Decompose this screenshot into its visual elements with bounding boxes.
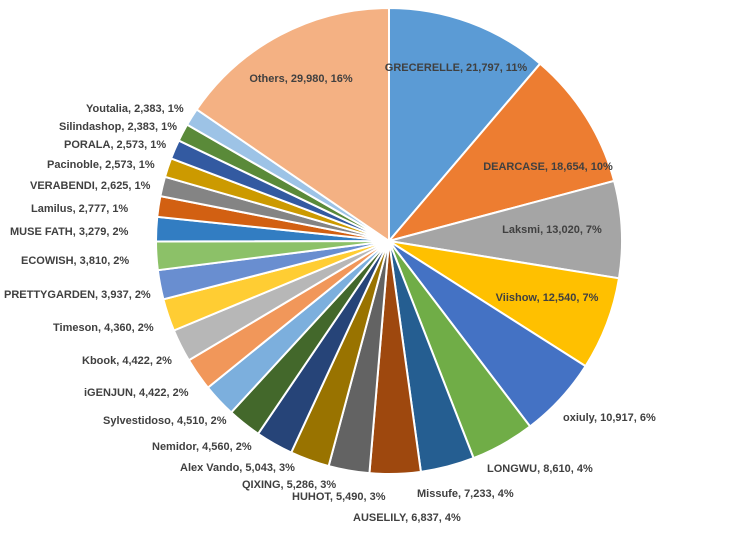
slice-label-dearcase: DEARCASE, 18,654, 10%: [483, 161, 613, 173]
slice-label-timeson: Timeson, 4,360, 2%: [53, 322, 154, 334]
slice-label-muse-fath: MUSE FATH, 3,279, 2%: [10, 226, 129, 238]
slice-label-qixing: QIXING, 5,286, 3%: [242, 479, 336, 491]
slice-label-kbook: Kbook, 4,422, 2%: [82, 355, 172, 367]
slice-labels: GRECERELLE, 21,797, 11% DEARCASE, 18,654,…: [4, 62, 656, 524]
pie-slice-others: [195, 6, 390, 243]
slice-label-missufe: Missufe, 7,233, 4%: [417, 488, 514, 500]
pie-slice-dearcase: [386, 62, 616, 243]
slice-label-lamilus: Lamilus, 2,777, 1%: [31, 203, 128, 215]
slice-label-alex-vando: Alex Vando, 5,043, 3%: [180, 462, 295, 474]
slice-label-sylvestidoso: Sylvestidoso, 4,510, 2%: [103, 415, 227, 427]
pie-slice-grecerelle: [388, 6, 542, 244]
slice-label-huhot: HUHOT, 5,490, 3%: [292, 491, 386, 503]
slice-label-others: Others, 29,980, 16%: [249, 73, 353, 85]
slice-label-verabendi: VERABENDI, 2,625, 1%: [30, 180, 151, 192]
slice-label-longwu: LONGWU, 8,610, 4%: [487, 463, 593, 475]
slice-label-ecowish: ECOWISH, 3,810, 2%: [21, 255, 129, 267]
slice-label-porala: PORALA, 2,573, 1%: [64, 139, 166, 151]
slice-label-pacinoble: Pacinoble, 2,573, 1%: [47, 159, 155, 171]
slice-label-oxiuly: oxiuly, 10,917, 6%: [563, 412, 656, 424]
slice-label-prettygarden: PRETTYGARDEN, 3,937, 2%: [4, 289, 151, 301]
slice-label-grecerelle: GRECERELLE, 21,797, 11%: [385, 62, 528, 74]
slice-label-viishow: Viishow, 12,540, 7%: [496, 292, 599, 304]
slice-label-igenjun: iGENJUN, 4,422, 2%: [84, 387, 189, 399]
slice-label-youtalia: Youtalia, 2,383, 1%: [86, 103, 184, 115]
pie-slices: [154, 6, 623, 476]
slice-label-nemidor: Nemidor, 4,560, 2%: [152, 441, 252, 453]
slice-label-auselily: AUSELILY, 6,837, 4%: [353, 512, 461, 524]
slice-label-silindashop: Silindashop, 2,383, 1%: [59, 121, 177, 133]
slice-label-laksmi: Laksmi, 13,020, 7%: [502, 224, 602, 236]
